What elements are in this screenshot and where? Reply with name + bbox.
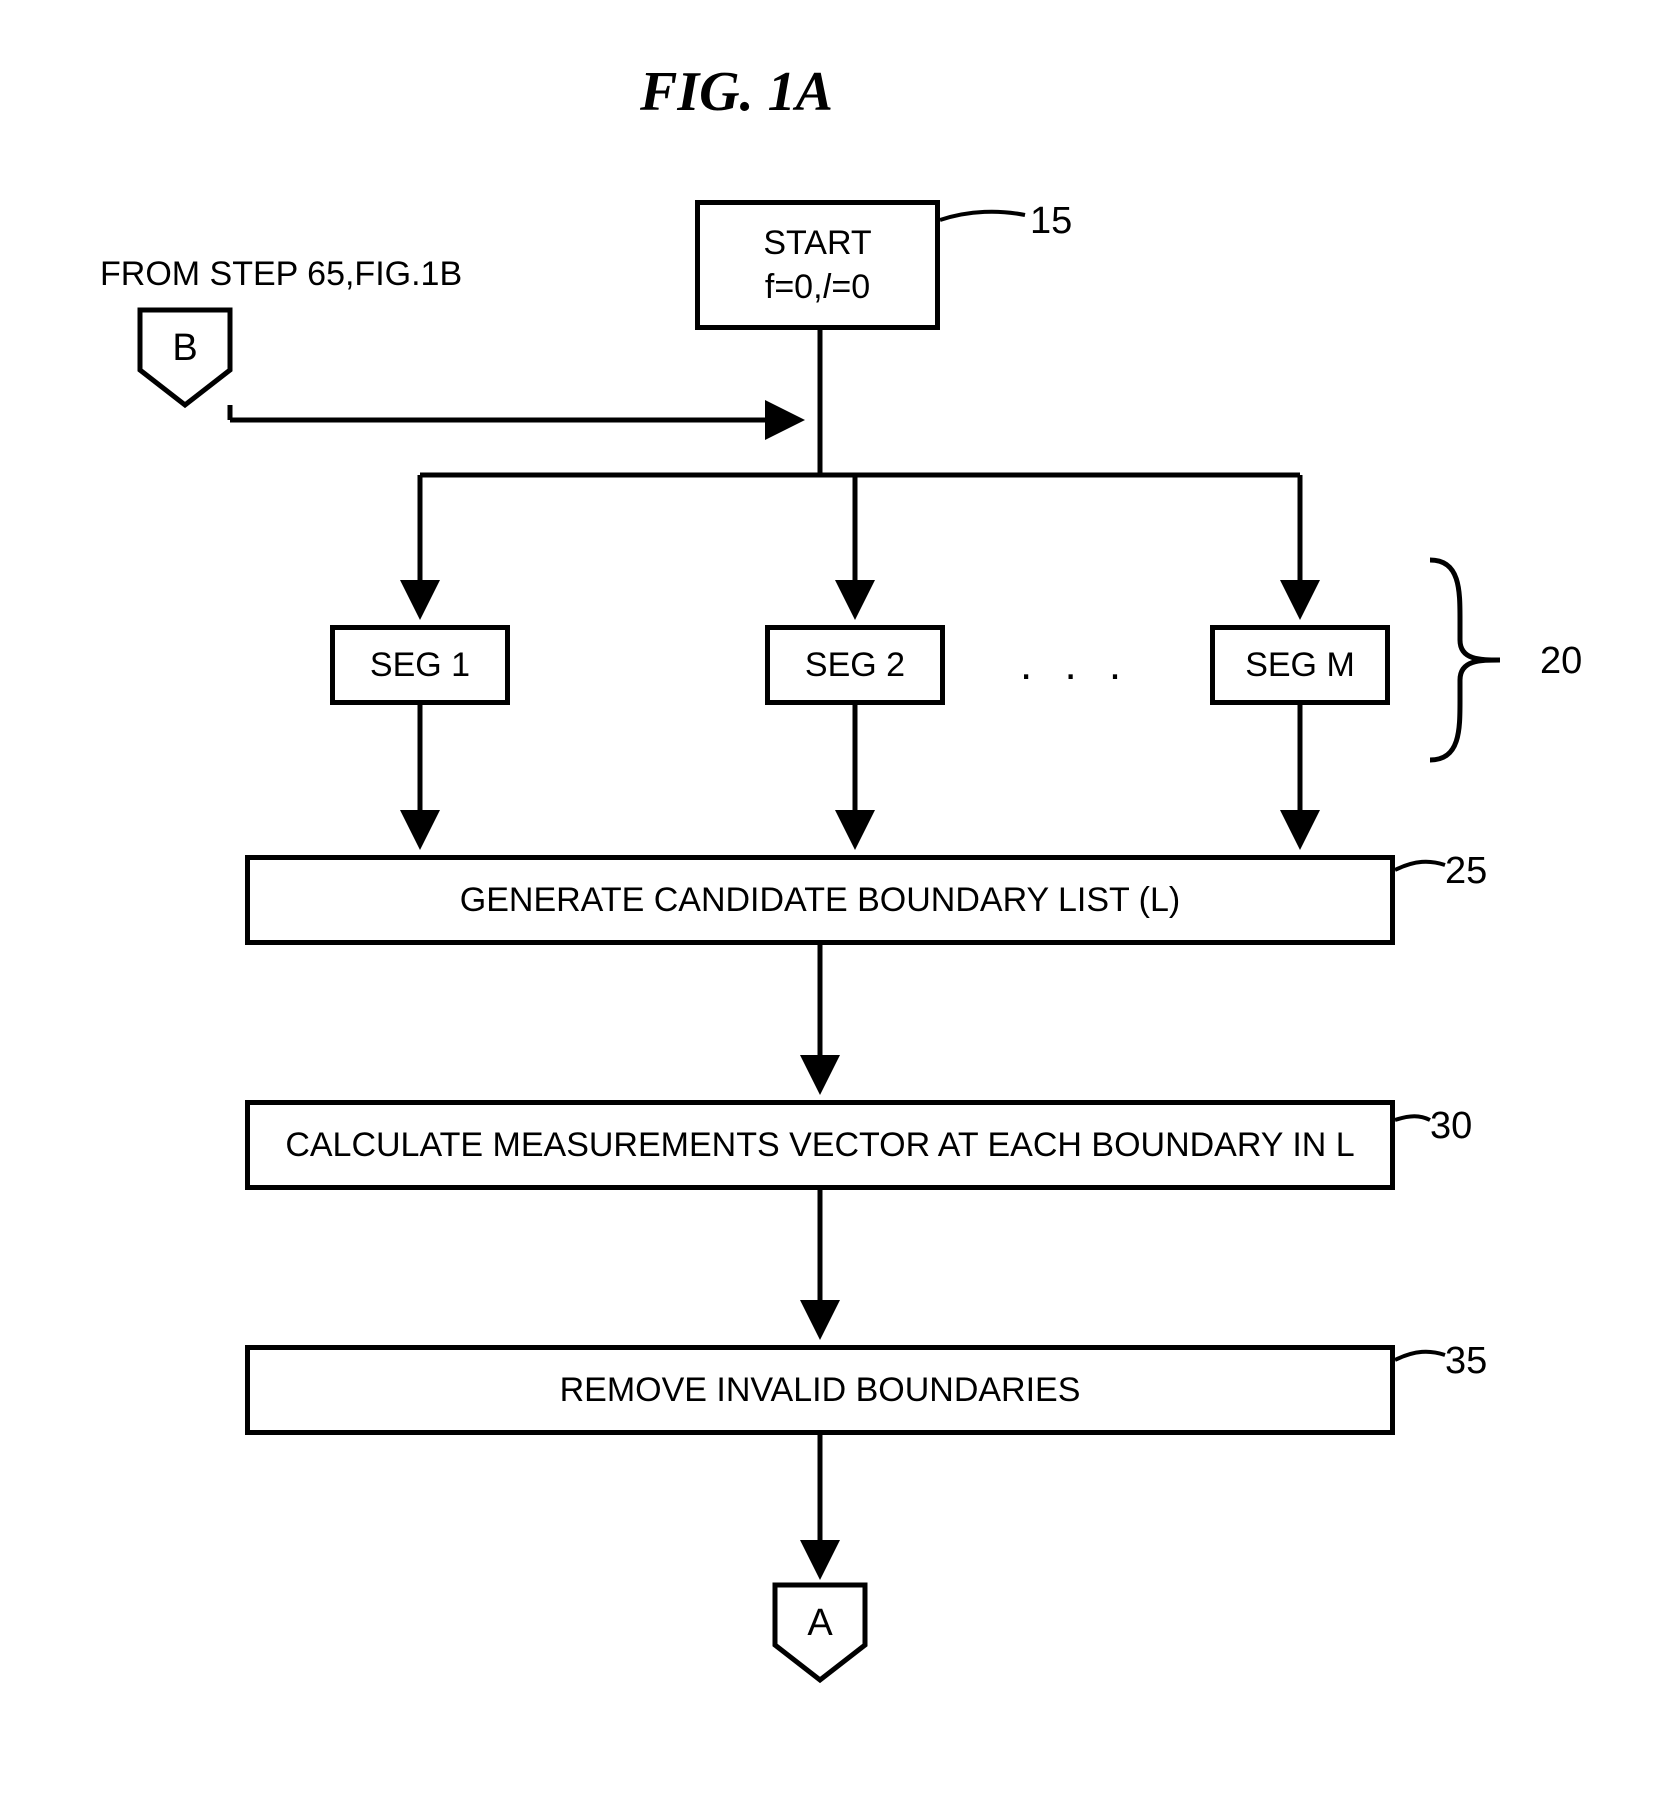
connector-b: B [140, 310, 230, 405]
connector-a-text: A [807, 1602, 833, 1644]
ref25-text: 25 [1445, 850, 1487, 892]
connector-b-text: B [172, 327, 197, 369]
ref30: 30 [1430, 1105, 1472, 1148]
ref25: 25 [1445, 850, 1487, 893]
ref30-text: 30 [1430, 1105, 1472, 1147]
ellipsis-text: . . . [1020, 640, 1131, 689]
ellipsis: . . . [1020, 640, 1131, 690]
figure-title: FIG. 1A [640, 60, 833, 124]
segm-text: SEG M [1245, 643, 1355, 687]
seg2-text: SEG 2 [805, 643, 905, 687]
start-line1: START [763, 221, 871, 265]
box30-text: CALCULATE MEASUREMENTS VECTOR AT EACH BO… [285, 1126, 1354, 1165]
ref35-text: 35 [1445, 1340, 1487, 1382]
box25-text: GENERATE CANDIDATE BOUNDARY LIST (L) [460, 881, 1180, 920]
from-step-label: FROM STEP 65,FIG.1B [100, 255, 462, 294]
ref35: 35 [1445, 1340, 1487, 1383]
ref20: 20 [1540, 640, 1582, 683]
figure-title-text: FIG. 1A [640, 61, 833, 123]
ref15: 15 [1030, 200, 1072, 243]
box30: CALCULATE MEASUREMENTS VECTOR AT EACH BO… [245, 1100, 1395, 1190]
segm-box: SEG M [1210, 625, 1390, 705]
ref15-text: 15 [1030, 200, 1072, 242]
connector-a: A [775, 1585, 865, 1680]
seg1-text: SEG 1 [370, 643, 470, 687]
seg2-box: SEG 2 [765, 625, 945, 705]
box35: REMOVE INVALID BOUNDARIES [245, 1345, 1395, 1435]
start-box: START f=0,𝑙=0 [695, 200, 940, 330]
start-line2: f=0,𝑙=0 [765, 265, 870, 309]
ref20-text: 20 [1540, 640, 1582, 682]
box35-text: REMOVE INVALID BOUNDARIES [560, 1371, 1081, 1410]
seg1-box: SEG 1 [330, 625, 510, 705]
from-step-text: FROM STEP 65,FIG.1B [100, 255, 462, 293]
box25: GENERATE CANDIDATE BOUNDARY LIST (L) [245, 855, 1395, 945]
